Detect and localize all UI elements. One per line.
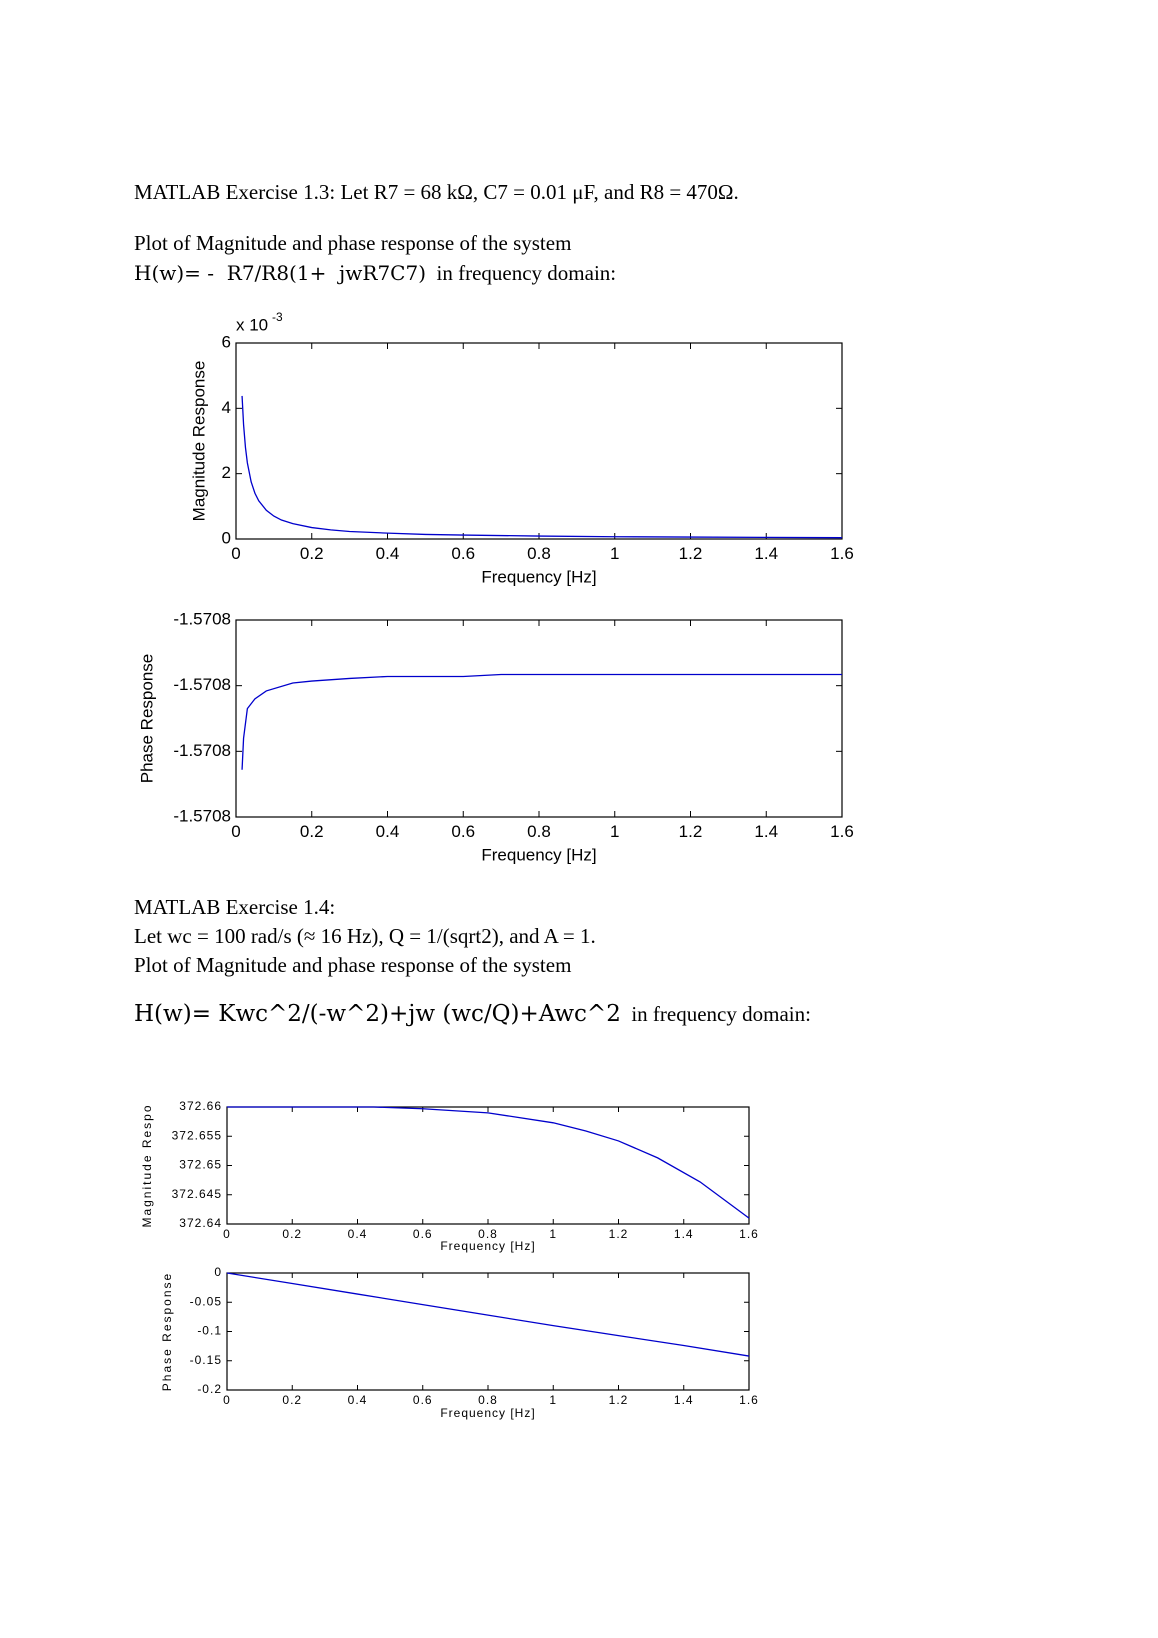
paragraph: MATLAB Exercise 1.3: Let R7 = 68 kΩ, C7 … xyxy=(134,180,739,204)
x-tick-label: 0.4 xyxy=(348,1393,368,1407)
x-tick-label: 0.2 xyxy=(300,822,324,841)
text: Plot of Magnitude and phase response of … xyxy=(134,231,572,255)
x-tick-label: 0 xyxy=(223,1393,231,1407)
axes-box xyxy=(226,1272,750,1391)
x-tick-label: 1.4 xyxy=(754,822,778,841)
text: in frequency domain: xyxy=(426,261,617,285)
y-axis-label: Magnitude Respo xyxy=(140,1103,154,1227)
y-tick-label: 0 xyxy=(214,1265,222,1279)
y-axis-label: Magnitude Response xyxy=(189,361,208,522)
y-tick-label: 4 xyxy=(222,398,231,417)
x-tick-label: 0.4 xyxy=(348,1227,368,1241)
x-tick-label: 0.6 xyxy=(413,1393,433,1407)
x-tick-label: 1 xyxy=(549,1393,557,1407)
x-tick-label: 0.6 xyxy=(451,822,475,841)
x-axis-label: Frequency [Hz] xyxy=(440,1239,535,1253)
paragraph: Let wc = 100 rad/s (≈ 16 Hz), Q = 1/(sqr… xyxy=(134,924,596,948)
y-tick-label: 372.65 xyxy=(179,1158,222,1172)
x-axis-label: Frequency [Hz] xyxy=(481,567,596,586)
axis-multiplier-exponent: -3 xyxy=(272,310,283,324)
x-tick-label: 1.2 xyxy=(609,1393,629,1407)
y-tick-label: -1.5708 xyxy=(173,609,231,628)
x-tick-label: 0.2 xyxy=(282,1393,302,1407)
x-tick-label: 1.2 xyxy=(609,1227,629,1241)
x-tick-label: 0.6 xyxy=(451,544,475,563)
y-tick-label: 2 xyxy=(222,463,231,482)
formula: H(w)= - R7/R8(1+ jwR7C7) xyxy=(134,261,426,285)
axes-box xyxy=(235,342,843,540)
formula: H(w)= Kwc^2/(-w^2)+jw (wc/Q)+Awc^2 xyxy=(134,1001,621,1027)
y-tick-label: -0.15 xyxy=(190,1353,222,1367)
y-tick-label: 372.645 xyxy=(172,1187,222,1201)
paragraph: H(w)= Kwc^2/(-w^2)+jw (wc/Q)+Awc^2 in fr… xyxy=(134,1001,811,1027)
y-axis-label: Phase Response xyxy=(160,1272,174,1391)
y-tick-label: 372.66 xyxy=(179,1099,222,1113)
x-tick-label: 0.8 xyxy=(478,1393,498,1407)
line-series xyxy=(227,1106,750,1219)
y-tick-label: -1.5708 xyxy=(173,741,231,760)
x-tick-label: 0 xyxy=(223,1227,231,1241)
y-tick-label: -0.1 xyxy=(197,1324,222,1338)
axis-multiplier: x 10 xyxy=(236,315,268,334)
y-tick-label: -1.5708 xyxy=(173,675,231,694)
x-tick-label: 1.2 xyxy=(679,544,703,563)
x-tick-label: 0 xyxy=(231,822,240,841)
line-series xyxy=(226,1272,750,1357)
x-tick-label: 0.8 xyxy=(478,1227,498,1241)
paragraph: MATLAB Exercise 1.4: xyxy=(134,895,336,919)
x-tick-label: 0.8 xyxy=(527,544,551,563)
x-tick-label: 0.2 xyxy=(282,1227,302,1241)
x-tick-label: 0 xyxy=(231,544,240,563)
x-tick-label: 1.4 xyxy=(674,1393,694,1407)
x-tick-label: 1.4 xyxy=(674,1227,694,1241)
paragraph: Plot of Magnitude and phase response of … xyxy=(134,228,954,288)
x-tick-label: 1 xyxy=(549,1227,557,1241)
axes-box xyxy=(235,619,843,818)
x-tick-label: 1 xyxy=(610,822,619,841)
x-tick-label: 0.6 xyxy=(413,1227,433,1241)
line-series xyxy=(241,395,843,539)
y-tick-label: 372.655 xyxy=(172,1128,222,1142)
y-tick-label: -1.5708 xyxy=(173,806,231,825)
x-tick-label: 1 xyxy=(610,544,619,563)
x-axis-label: Frequency [Hz] xyxy=(481,845,596,864)
x-tick-label: 0.8 xyxy=(527,822,551,841)
text: in frequency domain: xyxy=(620,1002,811,1026)
x-tick-label: 1.4 xyxy=(754,544,778,563)
y-tick-label: 372.64 xyxy=(179,1216,222,1230)
x-tick-label: 0.2 xyxy=(300,544,324,563)
line-series xyxy=(241,673,842,770)
y-tick-label: -0.2 xyxy=(197,1382,222,1396)
paragraph: Plot of Magnitude and phase response of … xyxy=(134,953,572,977)
y-tick-label: 6 xyxy=(222,332,231,351)
x-tick-label: 1.2 xyxy=(679,822,703,841)
y-tick-label: -0.05 xyxy=(190,1294,222,1308)
x-axis-label: Frequency [Hz] xyxy=(440,1406,535,1420)
y-axis-label: Phase Response xyxy=(137,654,156,783)
x-tick-label: 0.4 xyxy=(376,822,400,841)
y-tick-label: 0 xyxy=(222,528,231,547)
x-tick-label: 1.6 xyxy=(830,544,854,563)
x-tick-label: 1.6 xyxy=(830,822,854,841)
x-tick-label: 1.6 xyxy=(739,1227,759,1241)
x-tick-label: 0.4 xyxy=(376,544,400,563)
x-tick-label: 1.6 xyxy=(739,1393,759,1407)
